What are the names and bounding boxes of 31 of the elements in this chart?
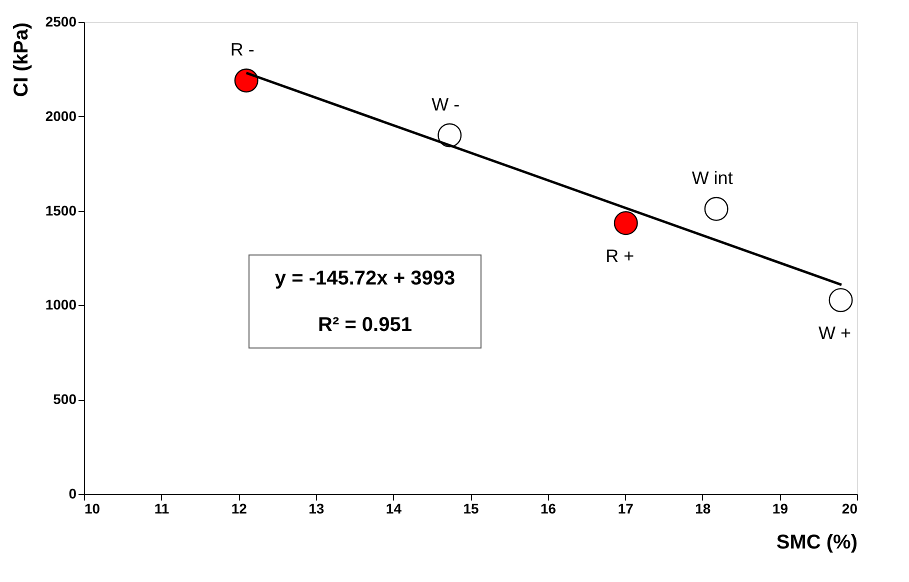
x-tick-label: 15 (463, 500, 479, 516)
data-label: W int (692, 168, 733, 188)
point (438, 123, 462, 148)
y-tick-label: 2000 (45, 108, 77, 124)
x-axis-title: SMC (%) (776, 532, 858, 554)
annotation: y = -145.72x + 3993 (274, 267, 456, 290)
point (828, 288, 853, 312)
point (614, 211, 638, 236)
x-tick-label: 18 (695, 500, 711, 516)
data-label: R - (230, 40, 254, 60)
data-label: R + (606, 246, 634, 266)
data-label: W + (818, 323, 852, 344)
y-axis-title: CI (kPa) (10, 22, 32, 97)
y-tick-label: 1500 (45, 202, 77, 218)
data-label: W - (432, 94, 460, 114)
y-tick-label: 2500 (45, 14, 77, 30)
x-tick-label: 20 (842, 500, 858, 516)
x-tick-label: 11 (154, 500, 170, 516)
x-tick-label: 10 (84, 500, 100, 516)
x-tick-label: 14 (386, 500, 402, 516)
point (234, 68, 258, 93)
y-tick-label: 0 (68, 486, 77, 502)
y-tick-label: 500 (53, 391, 77, 408)
point (704, 196, 728, 221)
annotation: R² = 0.951 (318, 314, 412, 336)
x-tick-label: 16 (540, 500, 556, 516)
x-tick-label: 12 (231, 500, 248, 516)
y-tick-label: 1000 (45, 296, 77, 313)
x-tick-label: 13 (308, 500, 324, 516)
x-tick-label: 17 (618, 500, 634, 516)
x-tick-label: 19 (772, 500, 788, 516)
